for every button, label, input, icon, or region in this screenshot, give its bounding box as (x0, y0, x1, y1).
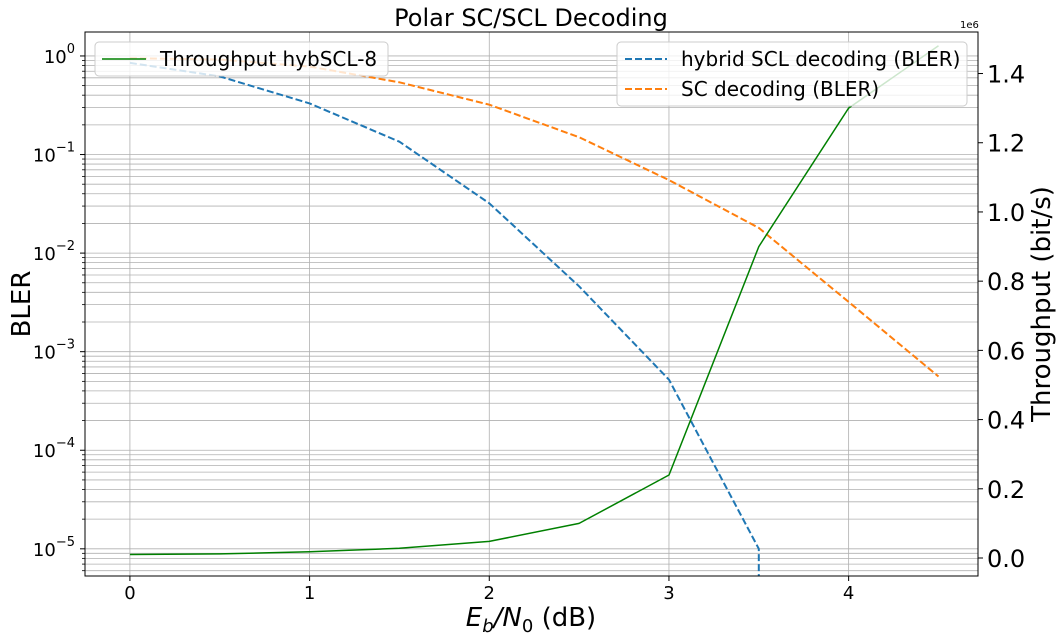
x-axis-label-sub-b: b (482, 616, 493, 637)
right-tick-label: 0.8 (987, 268, 1025, 296)
legend-throughput-box (94, 41, 389, 77)
left-tick-base: 10 (33, 244, 56, 265)
right-tick-label: 0.2 (987, 476, 1025, 504)
right-tick-label: 0.0 (987, 545, 1025, 573)
x-tick-label: 1 (304, 583, 315, 604)
x-tick-label: 3 (663, 583, 674, 604)
left-tick-exponent: −3 (56, 338, 75, 353)
right-tick-label: 0.6 (987, 337, 1025, 365)
left-tick-label: 10−2 (33, 239, 75, 265)
legend-bler-label-hybrid: hybrid SCL decoding (BLER) (681, 47, 960, 71)
left-tick-exponent: 0 (67, 42, 75, 57)
left-y-axis-label: BLER (7, 271, 37, 338)
left-tick-base: 10 (33, 343, 56, 364)
left-tick-label: 100 (44, 42, 75, 68)
series-line-hybrid-scl-decoding-bler (129, 61, 760, 576)
legend-throughput: Throughput hybSCL-8 (94, 41, 389, 77)
right-tick-label: 1.0 (987, 199, 1025, 227)
x-axis-label: Eb/N0 (dB) (466, 603, 596, 637)
right-tick-label: 0.4 (987, 407, 1025, 435)
x-axis-label-e: E (466, 603, 483, 633)
plot-frame (84, 31, 979, 577)
right-tick-label: 1.4 (987, 61, 1025, 89)
left-tick-exponent: −4 (56, 436, 75, 451)
left-tick-exponent: −5 (56, 535, 75, 550)
chart-title: Polar SC/SCL Decoding (394, 4, 668, 32)
left-tick-base: 10 (33, 146, 56, 167)
left-tick-base: 10 (33, 441, 56, 462)
left-tick-label: 10−3 (33, 338, 75, 364)
left-tick-base: 10 (44, 47, 67, 68)
legend-bler: hybrid SCL decoding (BLER) SC decoding (… (616, 41, 968, 107)
left-tick-label: 10−5 (33, 535, 75, 561)
left-tick-base: 10 (33, 540, 56, 561)
x-axis-label-unit: (dB) (533, 603, 596, 633)
x-tick-label: 4 (843, 583, 854, 604)
legend-bler-label-sc: SC decoding (BLER) (681, 77, 879, 101)
legend-throughput-label: Throughput hybSCL-8 (159, 47, 377, 71)
x-tick-label: 2 (484, 583, 495, 604)
left-tick-exponent: −1 (56, 141, 75, 156)
left-tick-exponent: −2 (56, 239, 75, 254)
right-y-axis: 0.0 0.2 0.4 0.6 0.8 1.0 1.2 1.4 (978, 61, 1025, 573)
left-tick-label: 10−1 (33, 141, 75, 167)
series-line-throughput-hybscl-8 (129, 45, 939, 556)
right-tick-label: 1.2 (987, 130, 1025, 158)
legend-bler-box (616, 41, 968, 107)
x-axis-label-sub-0: 0 (522, 616, 533, 637)
x-axis: 0 1 2 3 4 (124, 576, 854, 604)
x-axis-label-n: /N (492, 603, 522, 633)
right-y-axis-label: Throughput (bit/s) (1027, 186, 1057, 423)
x-tick-label: 0 (124, 583, 135, 604)
right-axis-offset-text: 1e6 (960, 20, 979, 31)
left-tick-label: 10−4 (33, 436, 75, 462)
